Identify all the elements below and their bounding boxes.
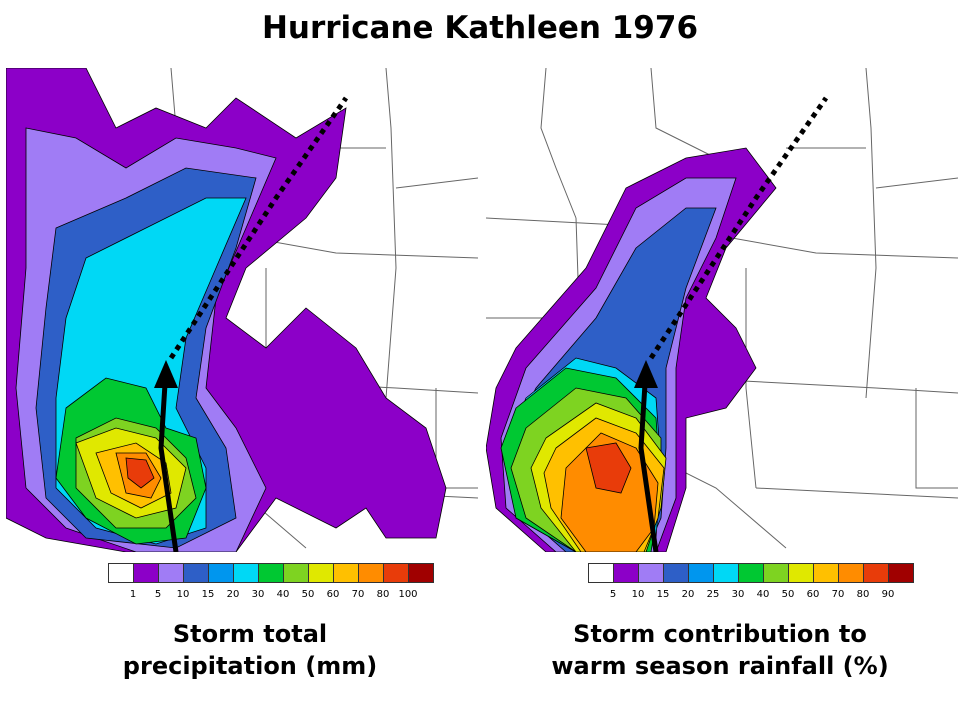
- storm-track-dotted: [648, 96, 829, 360]
- contribution-legend-swatch: [713, 563, 739, 583]
- storm-track-arrowhead: [154, 360, 178, 388]
- contribution-legend-tick-label: 70: [831, 589, 845, 600]
- precipitation-legend-swatch: [233, 563, 259, 583]
- contribution-legend-tick-label: 40: [756, 589, 770, 600]
- precipitation-legend-tick-label: 1: [129, 589, 137, 600]
- contribution-legend-swatch: [663, 563, 689, 583]
- contribution-caption-line1: Storm contribution to: [573, 620, 867, 648]
- precipitation-legend-tick-label: 20: [226, 589, 240, 600]
- precip-band-80-100: [125, 457, 155, 489]
- contribution-legend-swatch: [888, 563, 914, 583]
- contribution-legend-swatch: [863, 563, 889, 583]
- precipitation-legend-tick-label: 15: [201, 589, 215, 600]
- contribution-legend-tick-label: 90: [881, 589, 895, 600]
- contribution-legend-swatch: [738, 563, 764, 583]
- contribution-legend: 5 10 15 20 25 30 40 50 60 70 80 90: [588, 563, 914, 600]
- contribution-legend-swatch: [813, 563, 839, 583]
- rainfall-contribution-map-graphic: [486, 68, 958, 552]
- precipitation-legend-swatch: [158, 563, 184, 583]
- precipitation-legend-tick-label: 50: [301, 589, 315, 600]
- contrib-band-80-90: [585, 442, 632, 494]
- precipitation-map: [6, 68, 478, 552]
- contribution-legend-swatch: [788, 563, 814, 583]
- contribution-legend-tick-label: 30: [731, 589, 745, 600]
- precipitation-legend-swatch: [408, 563, 434, 583]
- precipitation-legend-swatch: [358, 563, 384, 583]
- precipitation-legend-swatch: [283, 563, 309, 583]
- storm-track-arrowhead: [634, 360, 658, 388]
- map-title: Hurricane Kathleen 1976: [261, 10, 699, 46]
- contribution-legend-swatch: [688, 563, 714, 583]
- precipitation-legend-tick-label: 100: [398, 589, 418, 600]
- contribution-legend-tick-label: 5: [609, 589, 617, 600]
- precipitation-legend-swatch: [208, 563, 234, 583]
- precipitation-caption-line2: precipitation (mm): [122, 652, 378, 680]
- precipitation-legend-tick-label: 10: [176, 589, 190, 600]
- contribution-caption: Storm contribution to warm season rainfa…: [510, 618, 930, 682]
- contribution-legend-swatch: [638, 563, 664, 583]
- contribution-legend-swatch: [588, 563, 614, 583]
- contribution-legend-tick-label: 20: [681, 589, 695, 600]
- rainfall-contribution-map: [486, 68, 958, 552]
- storm-track-arrow: [158, 367, 179, 552]
- contribution-legend-tick-label: 50: [781, 589, 795, 600]
- precipitation-legend-tick-label: 60: [326, 589, 340, 600]
- precipitation-caption: Storm total precipitation (mm): [60, 618, 440, 682]
- precipitation-legend-tick-label: 40: [276, 589, 290, 600]
- precipitation-caption-line1: Storm total: [172, 620, 328, 648]
- contribution-legend-tick-label: 10: [631, 589, 645, 600]
- contribution-legend-swatch: [838, 563, 864, 583]
- precipitation-legend-tick-label: 30: [251, 589, 265, 600]
- contribution-legend-swatch: [613, 563, 639, 583]
- contribution-legend-tick-label: 80: [856, 589, 870, 600]
- precipitation-legend-swatch: [333, 563, 359, 583]
- precipitation-legend-swatch: [258, 563, 284, 583]
- precipitation-legend-swatch: [383, 563, 409, 583]
- precipitation-legend: 1 5 10 15 20 30 40 50 60 70 80 100: [108, 563, 434, 600]
- contribution-legend-tick-label: 60: [806, 589, 820, 600]
- precipitation-map-graphic: [6, 68, 478, 552]
- precipitation-legend-swatch: [308, 563, 334, 583]
- precipitation-legend-tick-label: 80: [376, 589, 390, 600]
- contribution-legend-tick-label: 25: [706, 589, 720, 600]
- contribution-legend-swatch: [763, 563, 789, 583]
- precipitation-legend-tick-label: 70: [351, 589, 365, 600]
- precipitation-legend-swatch: [133, 563, 159, 583]
- contribution-legend-tick-label: 15: [656, 589, 670, 600]
- storm-track-dotted: [168, 96, 349, 360]
- precipitation-legend-swatch: [108, 563, 134, 583]
- contribution-caption-line2: warm season rainfall (%): [551, 652, 889, 680]
- storm-track-arrow: [638, 367, 659, 552]
- precipitation-legend-swatch: [183, 563, 209, 583]
- precipitation-legend-tick-label: 5: [154, 589, 162, 600]
